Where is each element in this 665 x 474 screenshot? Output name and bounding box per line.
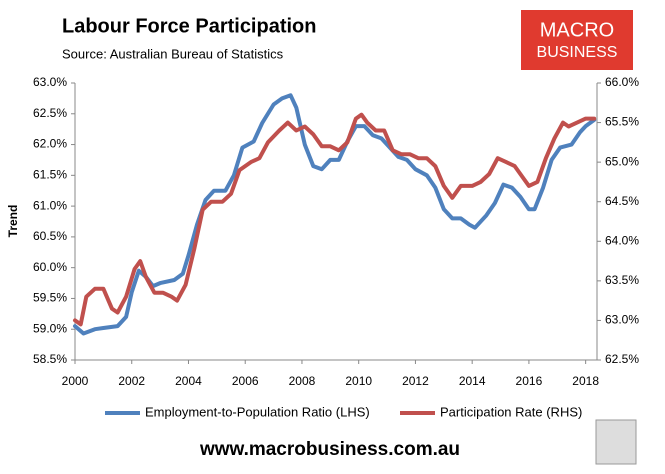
axes [74, 83, 598, 361]
y2-tick-label: 64.0% [605, 233, 639, 247]
y2-tick-label: 63.5% [605, 273, 639, 287]
logo-text: MACRO [540, 19, 614, 41]
logo-text: BUSINESS [537, 44, 618, 61]
x-tick-label: 2004 [175, 374, 202, 388]
footer: www.macrobusiness.com.au [199, 439, 460, 460]
y-tick-label: 60.5% [33, 229, 67, 243]
y-tick-label: 61.0% [33, 198, 67, 212]
y-tick-label: 58.5% [33, 352, 67, 366]
x-tick-label: 2008 [289, 374, 316, 388]
x-tick-label: 2002 [118, 374, 145, 388]
y-tick-label: 61.5% [33, 168, 67, 182]
y-tick-label: 63.0% [33, 75, 67, 89]
legend-label: Employment-to-Population Ratio (LHS) [145, 404, 370, 419]
y-tick-label: 59.5% [33, 291, 67, 305]
chart-title: Labour Force Participation [62, 15, 316, 37]
x-tick-label: 2014 [459, 374, 486, 388]
wolf-icon [595, 419, 637, 465]
series-line [73, 112, 597, 327]
x-tick-label: 2010 [345, 374, 372, 388]
y2-tick-label: 64.5% [605, 194, 639, 208]
x-tick-label: 2006 [232, 374, 259, 388]
x-tick-label: 2000 [62, 374, 89, 388]
y-tick-label: 62.0% [33, 137, 67, 151]
y2-tick-label: 62.5% [605, 352, 639, 366]
y-tick-label: 62.5% [33, 106, 67, 120]
x-tick-label: 2016 [516, 374, 543, 388]
y2-tick-label: 63.0% [605, 313, 639, 327]
x-tick-label: 2012 [402, 374, 429, 388]
y-tick-label: 60.0% [33, 260, 67, 274]
chart-subtitle: Source: Australian Bureau of Statistics [62, 46, 284, 61]
y2-tick-label: 65.5% [605, 115, 639, 129]
y2-tick-label: 65.0% [605, 154, 639, 168]
y-axis-label: Trend [6, 205, 20, 238]
y2-tick-label: 66.0% [605, 75, 639, 89]
y-tick-label: 59.0% [33, 321, 67, 335]
series-line [73, 93, 597, 336]
x-tick-label: 2018 [572, 374, 599, 388]
legend-label: Participation Rate (RHS) [440, 404, 582, 419]
logo-box [521, 10, 633, 70]
